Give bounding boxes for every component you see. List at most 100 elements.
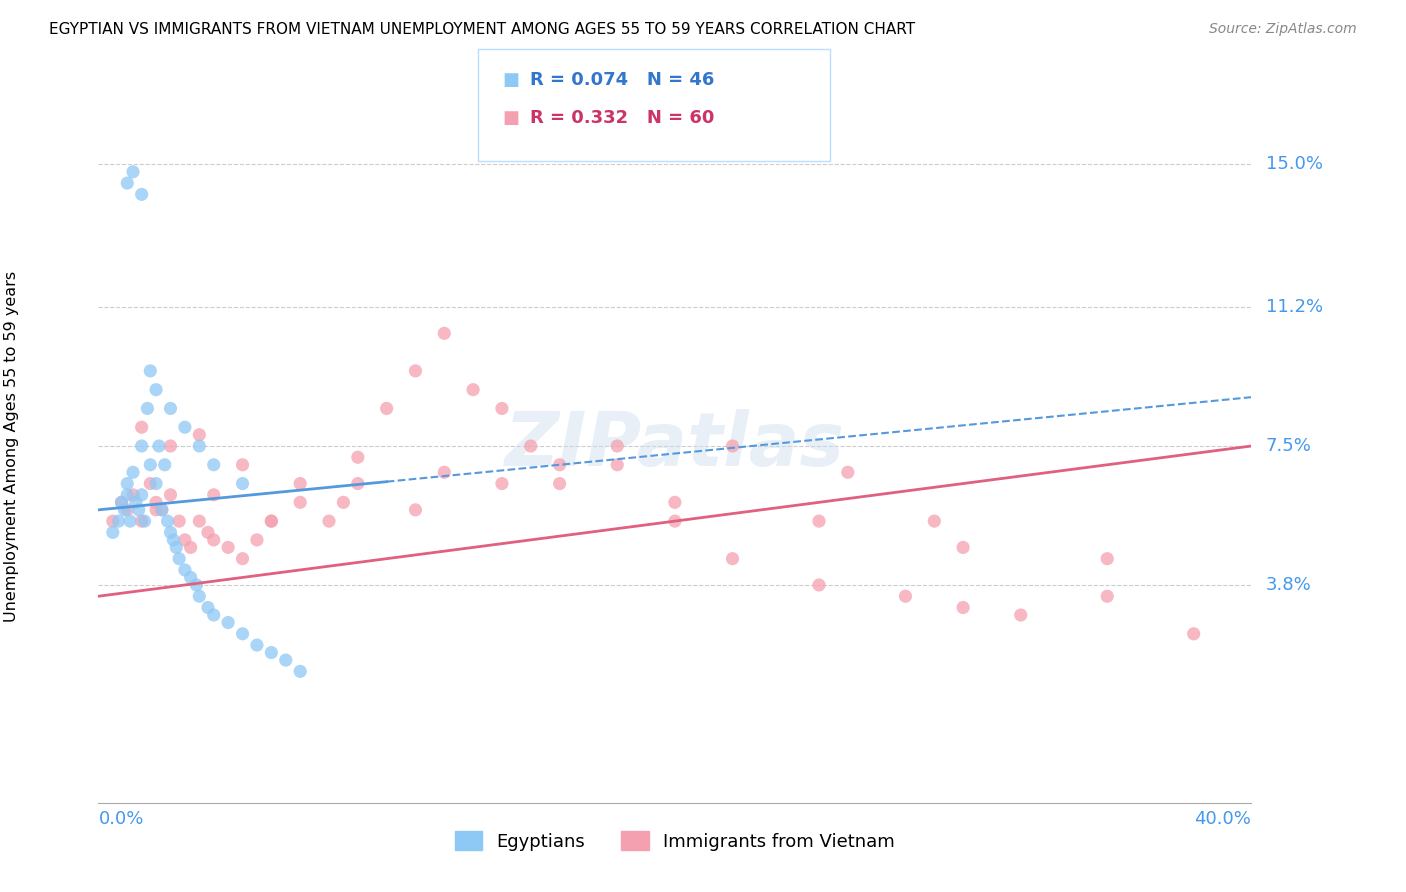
Text: Source: ZipAtlas.com: Source: ZipAtlas.com bbox=[1209, 22, 1357, 37]
Point bbox=[131, 488, 153, 502]
Point bbox=[217, 541, 239, 555]
Point bbox=[894, 589, 917, 603]
Point bbox=[202, 533, 225, 547]
Point bbox=[548, 458, 571, 472]
Text: Unemployment Among Ages 55 to 59 years: Unemployment Among Ages 55 to 59 years bbox=[4, 270, 20, 622]
Point bbox=[148, 439, 170, 453]
Point bbox=[153, 458, 176, 472]
Point bbox=[260, 514, 283, 528]
Point bbox=[1097, 551, 1119, 566]
Point bbox=[167, 514, 190, 528]
Point bbox=[274, 653, 297, 667]
Point bbox=[520, 439, 543, 453]
Point bbox=[174, 563, 197, 577]
Point bbox=[290, 495, 312, 509]
Point bbox=[664, 495, 686, 509]
Text: 11.2%: 11.2% bbox=[1265, 298, 1323, 316]
Point bbox=[145, 503, 167, 517]
Point bbox=[347, 450, 370, 465]
Text: 40.0%: 40.0% bbox=[1195, 810, 1251, 829]
Point bbox=[159, 525, 181, 540]
Point bbox=[405, 503, 427, 517]
Text: EGYPTIAN VS IMMIGRANTS FROM VIETNAM UNEMPLOYMENT AMONG AGES 55 TO 59 YEARS CORRE: EGYPTIAN VS IMMIGRANTS FROM VIETNAM UNEM… bbox=[49, 22, 915, 37]
Point bbox=[664, 514, 686, 528]
Point bbox=[290, 665, 312, 679]
Point bbox=[180, 570, 202, 584]
Point bbox=[131, 514, 153, 528]
Point bbox=[721, 551, 744, 566]
Point bbox=[139, 364, 162, 378]
Point bbox=[347, 476, 370, 491]
Point bbox=[197, 600, 219, 615]
Text: 0.0%: 0.0% bbox=[98, 810, 143, 829]
Point bbox=[101, 514, 124, 528]
Point bbox=[188, 589, 211, 603]
Point bbox=[405, 364, 427, 378]
Point bbox=[246, 638, 269, 652]
Point bbox=[117, 488, 139, 502]
Point bbox=[165, 541, 187, 555]
Point bbox=[107, 514, 129, 528]
Point bbox=[110, 495, 132, 509]
Point bbox=[260, 514, 283, 528]
Point bbox=[134, 514, 156, 528]
Point bbox=[202, 488, 225, 502]
Point bbox=[110, 495, 132, 509]
Point bbox=[188, 427, 211, 442]
Legend: Egyptians, Immigrants from Vietnam: Egyptians, Immigrants from Vietnam bbox=[449, 824, 901, 858]
Point bbox=[131, 187, 153, 202]
Point bbox=[197, 525, 219, 540]
Point bbox=[318, 514, 340, 528]
Point bbox=[433, 326, 456, 341]
Point bbox=[952, 600, 974, 615]
Point bbox=[122, 465, 145, 479]
Point bbox=[131, 439, 153, 453]
Point bbox=[167, 551, 190, 566]
Point bbox=[131, 420, 153, 434]
Text: 7.5%: 7.5% bbox=[1265, 437, 1312, 455]
Point bbox=[174, 420, 197, 434]
Point bbox=[463, 383, 485, 397]
Point bbox=[606, 458, 628, 472]
Point bbox=[231, 458, 254, 472]
Text: R = 0.074   N = 46: R = 0.074 N = 46 bbox=[530, 71, 714, 89]
Point bbox=[139, 458, 162, 472]
Point bbox=[721, 439, 744, 453]
Text: 15.0%: 15.0% bbox=[1265, 155, 1323, 173]
Point bbox=[491, 401, 513, 416]
Point bbox=[125, 495, 148, 509]
Point bbox=[375, 401, 398, 416]
Point bbox=[120, 514, 142, 528]
Point bbox=[202, 607, 225, 622]
Text: ZIPatlas: ZIPatlas bbox=[505, 409, 845, 483]
Point bbox=[145, 495, 167, 509]
Text: ■: ■ bbox=[502, 109, 519, 127]
Point bbox=[188, 439, 211, 453]
Point bbox=[174, 533, 197, 547]
Point bbox=[145, 383, 167, 397]
Point bbox=[156, 514, 179, 528]
Point bbox=[952, 541, 974, 555]
Point bbox=[491, 476, 513, 491]
Point bbox=[117, 503, 139, 517]
Text: ■: ■ bbox=[502, 71, 519, 89]
Point bbox=[1010, 607, 1032, 622]
Point bbox=[112, 503, 135, 517]
Point bbox=[924, 514, 946, 528]
Point bbox=[136, 401, 159, 416]
Point bbox=[159, 488, 181, 502]
Point bbox=[433, 465, 456, 479]
Point bbox=[186, 578, 208, 592]
Point bbox=[290, 476, 312, 491]
Point bbox=[150, 503, 173, 517]
Point bbox=[202, 458, 225, 472]
Point bbox=[332, 495, 354, 509]
Point bbox=[122, 488, 145, 502]
Point bbox=[159, 401, 181, 416]
Point bbox=[117, 176, 139, 190]
Point bbox=[1097, 589, 1119, 603]
Point bbox=[606, 439, 628, 453]
Point bbox=[231, 627, 254, 641]
Point bbox=[150, 503, 173, 517]
Point bbox=[188, 514, 211, 528]
